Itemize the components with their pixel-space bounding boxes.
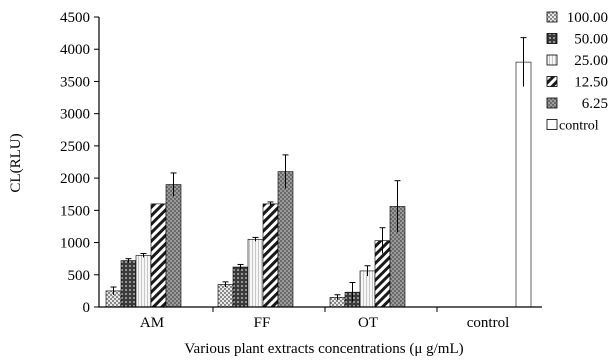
error-bar bbox=[364, 265, 371, 277]
legend-label: 25.00 bbox=[574, 53, 608, 69]
bar-am-50.00 bbox=[120, 260, 137, 308]
y-tick-label: 1500 bbox=[60, 203, 90, 219]
x-axis-label: Various plant extracts concentrations (μ… bbox=[184, 341, 463, 357]
x-tick-label: control bbox=[467, 315, 510, 331]
legend-label: 12.50 bbox=[574, 75, 608, 91]
legend-label: 50.00 bbox=[574, 32, 608, 48]
bar-control-control bbox=[515, 61, 532, 308]
bars-group bbox=[105, 61, 532, 308]
error-bars-group bbox=[110, 37, 527, 302]
x-tick-label: FF bbox=[254, 315, 271, 331]
bar-ot-25.00 bbox=[359, 270, 376, 308]
x-tick-label: AM bbox=[140, 315, 164, 331]
error-bar bbox=[222, 281, 229, 288]
error-bar bbox=[334, 294, 341, 300]
legend-swatch bbox=[546, 119, 558, 130]
legend-swatch bbox=[546, 97, 558, 109]
legend-swatch bbox=[546, 54, 558, 66]
error-bar bbox=[520, 37, 527, 87]
bar-ff-12.50 bbox=[262, 203, 279, 308]
error-bar bbox=[125, 258, 132, 263]
legend-label: 6.25 bbox=[582, 96, 608, 112]
bar-am-6.25 bbox=[165, 184, 182, 308]
error-bar bbox=[394, 180, 401, 233]
error-bar bbox=[110, 286, 117, 295]
legend-swatch bbox=[546, 76, 558, 87]
error-bar bbox=[140, 253, 147, 258]
error-bar bbox=[349, 282, 356, 302]
bar-ff-6.25 bbox=[277, 171, 294, 308]
error-bar bbox=[237, 263, 244, 270]
bar-am-25.00 bbox=[135, 255, 152, 308]
y-axis-label: CL(RLU) bbox=[8, 133, 24, 192]
y-tick-label: 500 bbox=[68, 268, 91, 284]
bar-ff-100.00 bbox=[217, 284, 234, 308]
x-tick-label: OT bbox=[358, 315, 378, 331]
bar-am-12.50 bbox=[150, 203, 167, 308]
y-tick-label: 1000 bbox=[60, 236, 90, 252]
legend-label: 100.00 bbox=[567, 10, 608, 26]
x-axis-ticks: AM FF OT control bbox=[140, 307, 509, 331]
error-bar bbox=[379, 227, 386, 254]
y-tick-label: 4500 bbox=[60, 10, 90, 26]
error-bar bbox=[267, 201, 274, 206]
error-bar bbox=[282, 154, 289, 189]
y-tick-label: 3000 bbox=[60, 107, 90, 123]
y-tick-label: 2500 bbox=[60, 139, 90, 155]
legend-swatch bbox=[546, 33, 558, 44]
bar-ff-25.00 bbox=[247, 239, 264, 308]
y-tick-label: 4000 bbox=[60, 42, 90, 58]
bar-ff-50.00 bbox=[232, 266, 249, 308]
error-bar bbox=[170, 172, 177, 197]
y-axis-ticks: 0 500 1000 1500 2000 2500 3000 3500 4000 4500 bbox=[60, 10, 99, 316]
legend: 100.00 50.00 25.00 12.50 6.25 control bbox=[546, 10, 608, 134]
y-tick-label: 2000 bbox=[60, 171, 90, 187]
legend-swatch bbox=[546, 11, 558, 23]
y-tick-label: 3500 bbox=[60, 74, 90, 90]
error-bar bbox=[252, 236, 259, 242]
y-tick-label: 0 bbox=[83, 300, 91, 316]
legend-label: control bbox=[559, 119, 599, 134]
